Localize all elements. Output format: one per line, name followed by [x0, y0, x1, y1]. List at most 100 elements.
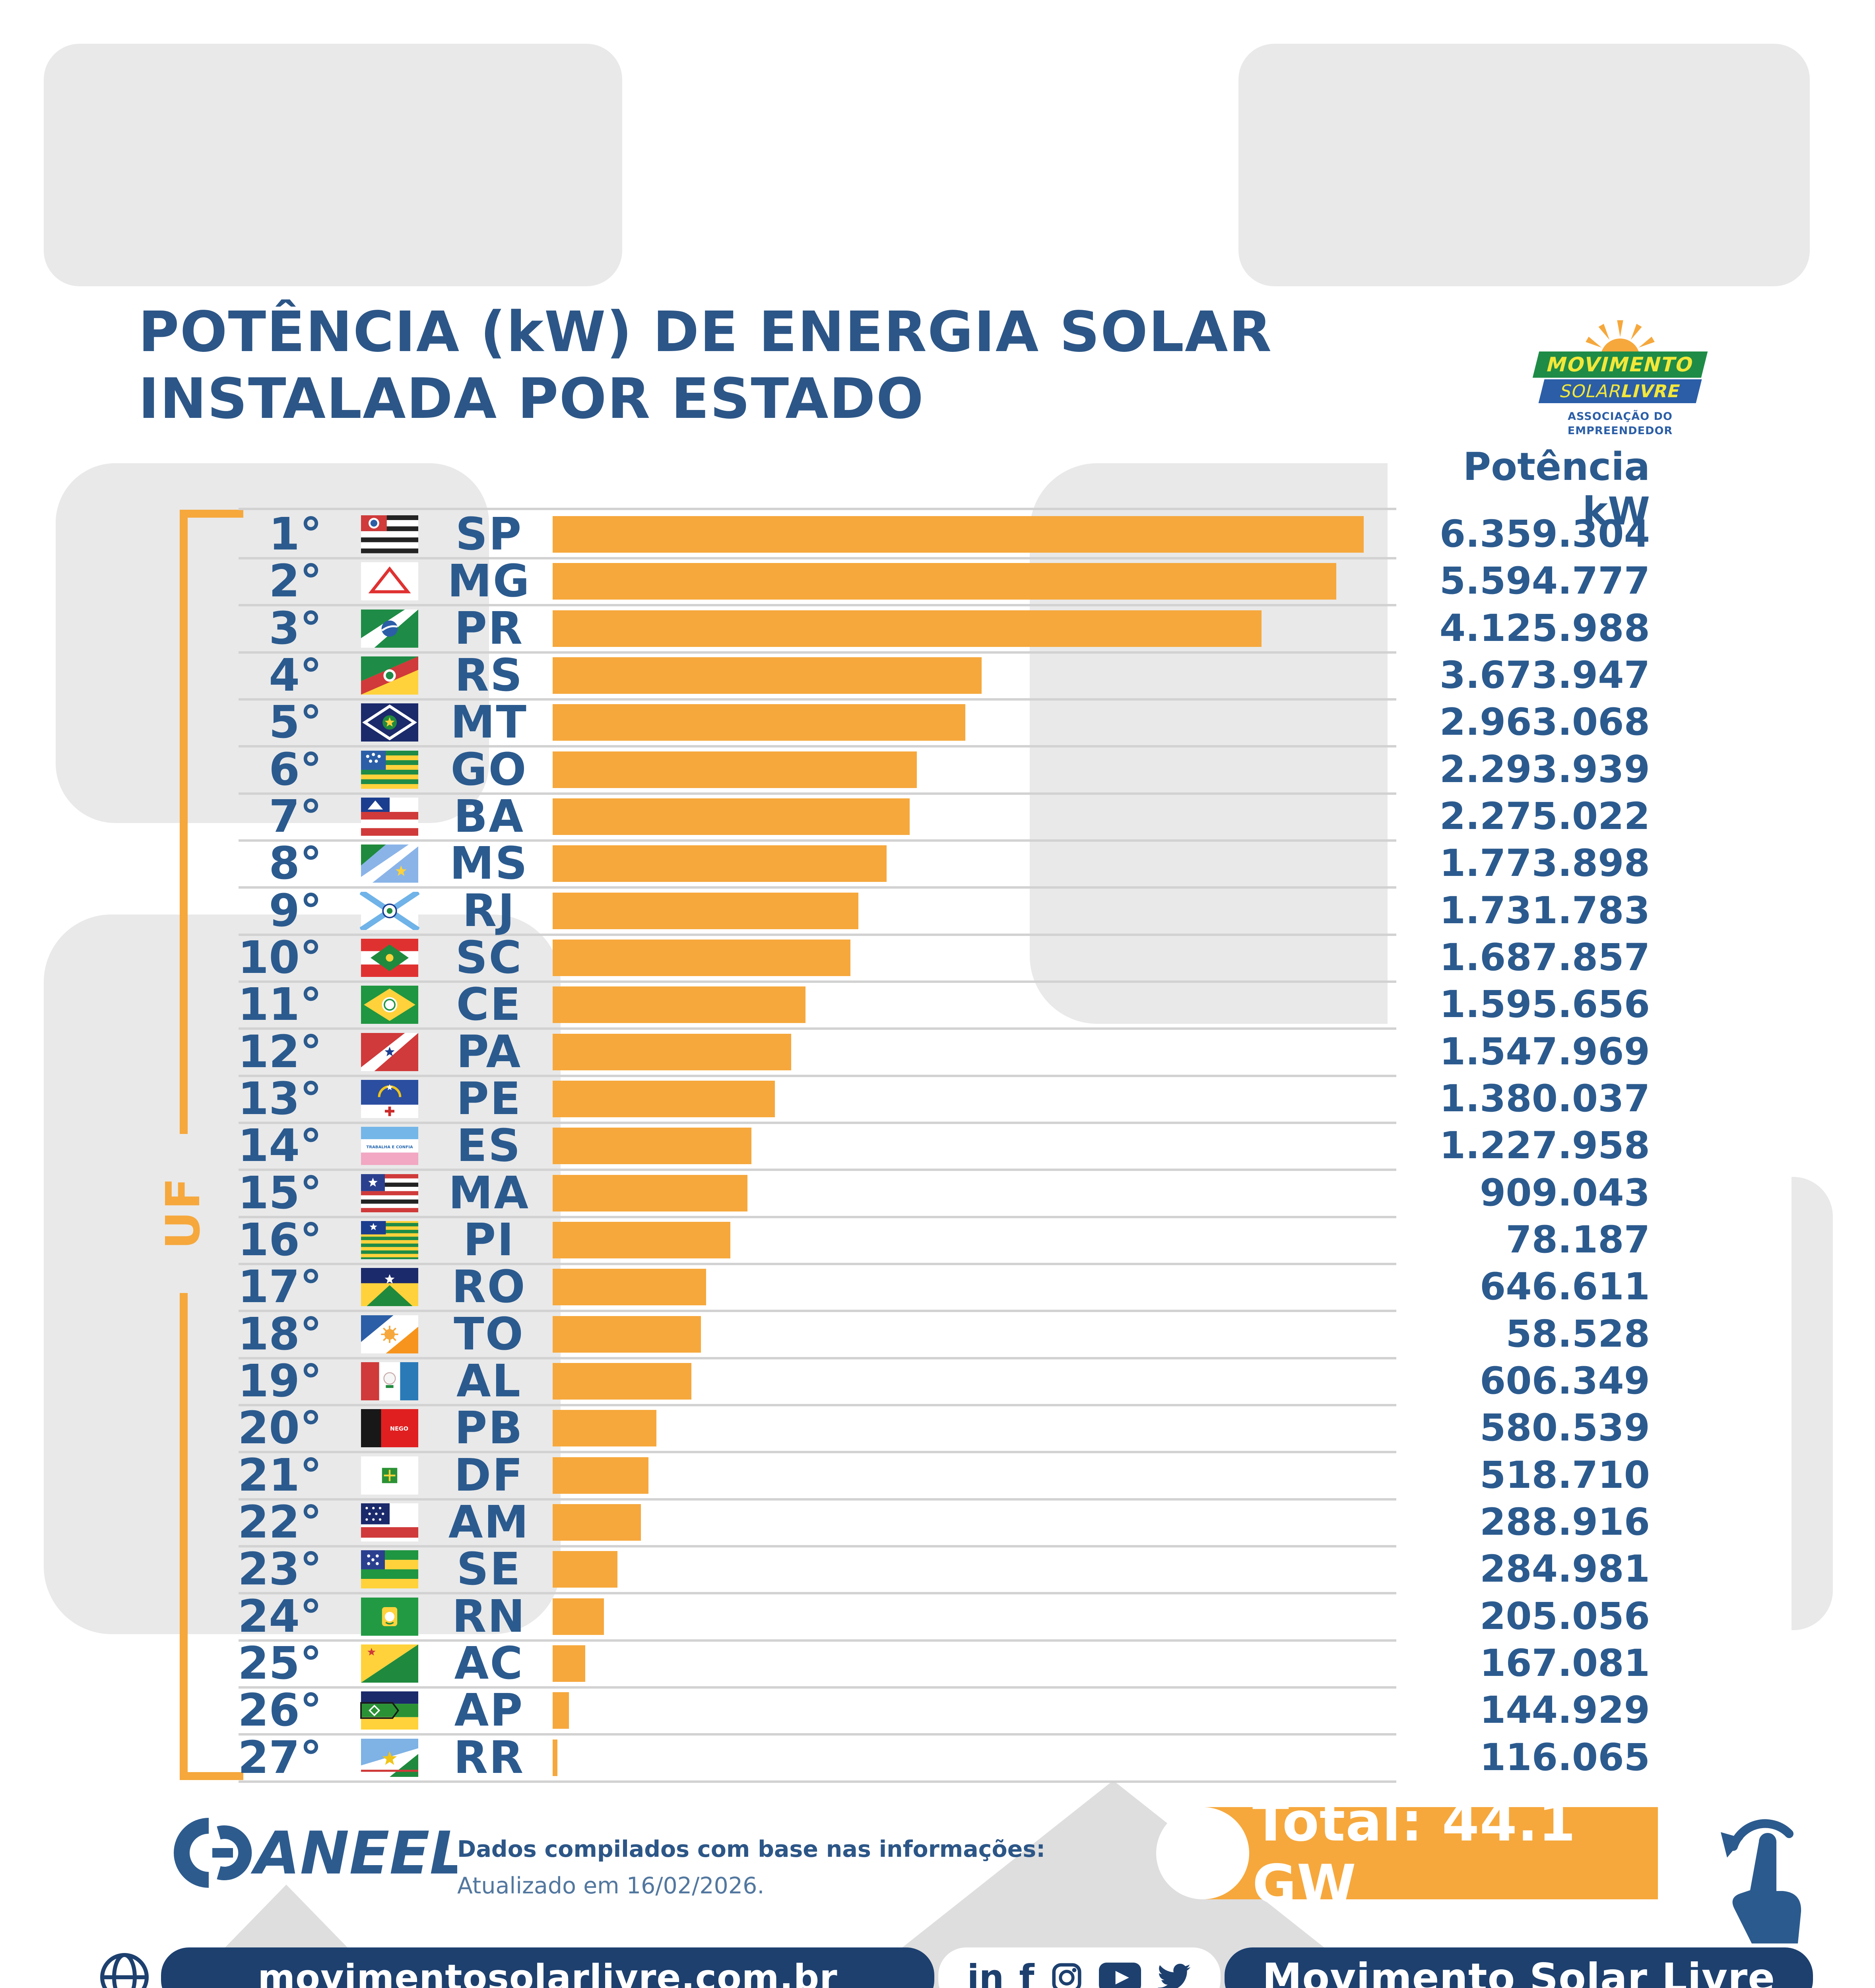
state-code: AC	[454, 1637, 524, 1689]
row-separator	[239, 933, 1396, 936]
decorative-shape	[1238, 44, 1810, 286]
uf-bracket-arm	[180, 1772, 243, 1780]
row-separator	[239, 557, 1396, 559]
aneel-logo: ANEEL	[174, 1818, 457, 1888]
value-label: 2.275.022	[1439, 795, 1650, 838]
flag-sp	[360, 515, 419, 553]
value-bar	[553, 1175, 747, 1211]
footer-url[interactable]: movimentosolarlivre.com.br	[258, 1957, 838, 1988]
row-separator	[239, 1357, 1396, 1359]
title-line-2: INSTALADA POR ESTADO	[138, 367, 924, 431]
value-bar	[553, 1457, 648, 1494]
value-label: 58.528	[1506, 1312, 1650, 1356]
value-bar	[553, 1598, 604, 1635]
logo-caption-line1: ASSOCIAÇÃO DO EMPREENDEDOR	[1567, 410, 1673, 437]
value-bar	[553, 1410, 656, 1447]
flag-am	[360, 1503, 419, 1541]
value-bar	[553, 1645, 585, 1682]
value-bar	[553, 1363, 691, 1400]
flag-pi	[360, 1221, 419, 1259]
value-bar	[553, 1128, 751, 1165]
table-row: 8° MS 1.773.898	[0, 840, 1875, 889]
rank-label: 24°	[238, 1590, 322, 1642]
row-separator	[239, 1545, 1396, 1547]
state-code: AP	[454, 1685, 524, 1737]
table-row: 14° TRABALHA E CONFIA ES 1.227.958	[0, 1122, 1875, 1171]
facebook-icon[interactable]: f	[1019, 1957, 1035, 1988]
flag-al	[360, 1362, 419, 1400]
decorative-shape	[44, 44, 622, 286]
youtube-icon[interactable]	[1099, 1962, 1141, 1988]
flag-df	[360, 1456, 419, 1495]
flag-rn	[360, 1597, 419, 1636]
value-bar	[553, 1222, 730, 1258]
value-label: 205.056	[1479, 1594, 1650, 1638]
logo-word-movimento: MOVIMENTO	[1544, 353, 1696, 376]
flag-rs	[360, 656, 419, 695]
rank-label: 22°	[238, 1496, 322, 1548]
table-row: 23° SE 284.981	[0, 1543, 1875, 1596]
row-separator	[239, 1404, 1396, 1406]
footer-url-bar[interactable]: movimentosolarlivre.com.br	[161, 1947, 934, 1988]
state-code: CE	[456, 979, 522, 1031]
table-row: 24° RN 205.056	[0, 1590, 1875, 1642]
logo-banner-green: MOVIMENTO	[1532, 351, 1708, 378]
value-bar	[553, 1269, 706, 1306]
flag-pe	[360, 1080, 419, 1118]
value-label: 1.773.898	[1439, 842, 1650, 885]
rank-label: 26°	[238, 1685, 322, 1737]
flag-ms	[360, 845, 419, 883]
instagram-icon[interactable]	[1050, 1961, 1084, 1988]
table-row: 15° MA 909.043	[0, 1170, 1875, 1218]
value-label: 1.227.958	[1439, 1124, 1650, 1168]
value-label: 646.611	[1479, 1265, 1650, 1309]
row-separator	[239, 1780, 1396, 1783]
rank-label: 23°	[238, 1543, 322, 1596]
value-label: 1.595.656	[1439, 983, 1650, 1027]
value-bar	[553, 1739, 557, 1776]
twitter-icon[interactable]	[1156, 1960, 1192, 1988]
table-row: 20° NEGO PB 580.539	[0, 1405, 1875, 1454]
rank-label: 21°	[238, 1449, 322, 1501]
value-label: 116.065	[1479, 1736, 1650, 1779]
state-code: PE	[456, 1073, 522, 1125]
row-separator	[239, 1169, 1396, 1171]
table-row: 19° AL 606.349	[0, 1358, 1875, 1406]
row-separator	[239, 1263, 1396, 1265]
table-row: 1° SP 6.359.304	[0, 509, 1875, 560]
rank-label: 4°	[269, 650, 322, 701]
flag-mt	[360, 703, 419, 742]
row-separator	[239, 1215, 1396, 1218]
table-row: 10° SC 1.687.857	[0, 934, 1875, 983]
value-bar	[553, 1551, 617, 1588]
flag-go	[360, 750, 419, 789]
value-label: 144.929	[1479, 1689, 1650, 1732]
value-label: 1.731.783	[1439, 889, 1650, 932]
rank-label: 6°	[269, 744, 322, 796]
total-label: Total: 44.1 GW	[1252, 1791, 1576, 1916]
flag-rj	[360, 891, 419, 930]
flag-ro	[360, 1268, 419, 1307]
rank-label: 13°	[238, 1073, 322, 1125]
uf-bracket-line	[180, 1293, 188, 1780]
rank-label: 16°	[238, 1214, 322, 1266]
linkedin-icon[interactable]: in	[967, 1957, 1004, 1988]
value-label: 167.081	[1479, 1641, 1650, 1685]
row-separator	[239, 508, 1396, 510]
table-row: 16° PI 78.187	[0, 1214, 1875, 1266]
state-code: SP	[455, 509, 523, 560]
uf-bracket-arm	[180, 510, 243, 518]
table-row: 2° MG 5.594.777	[0, 558, 1875, 607]
value-label: 580.539	[1479, 1406, 1650, 1450]
sun-icon	[1582, 320, 1658, 357]
footer-social-bar: in f	[938, 1947, 1221, 1988]
table-row: 22° AM 288.916	[0, 1496, 1875, 1548]
value-label: 1.547.969	[1439, 1030, 1650, 1074]
flag-pr	[360, 609, 419, 648]
ranking-table: 1° SP 6.359.304 2° MG 5.594.777 3° PR 4.125.988 4…	[0, 509, 1875, 1783]
value-bar	[553, 563, 1336, 600]
total-badge-swoosh	[1156, 1807, 1249, 1899]
rank-label: 9°	[269, 885, 322, 937]
table-row: 18° TO 58.528	[0, 1311, 1875, 1359]
